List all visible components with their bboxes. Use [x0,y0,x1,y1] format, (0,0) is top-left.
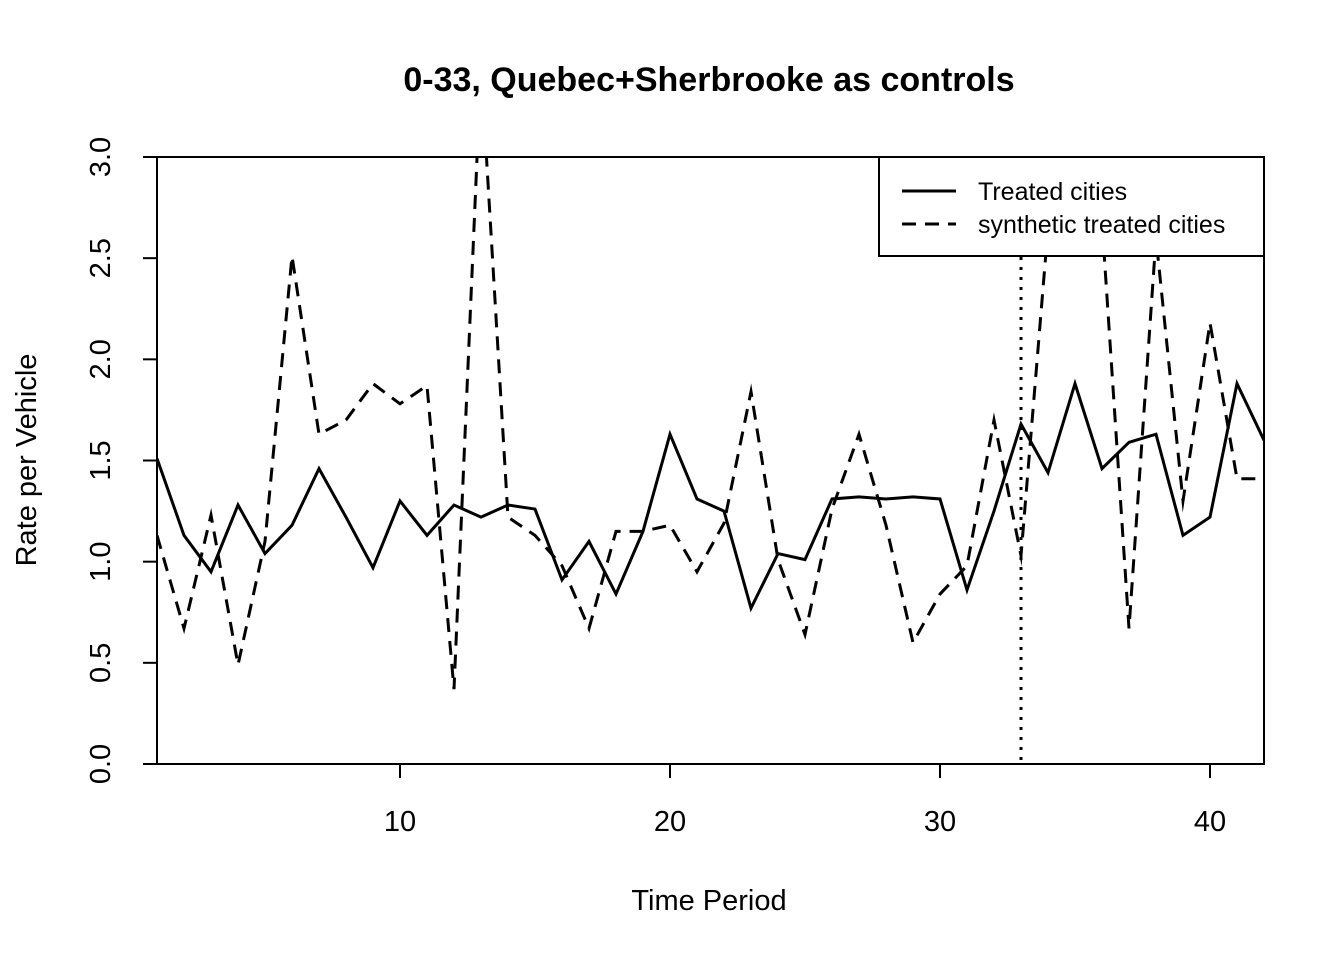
x-axis: 10 20 30 40 [384,764,1226,838]
series-line-treated [157,378,1264,613]
plot-area [157,157,1264,764]
legend-label-treated: Treated cities [978,178,1127,206]
y-tick-label: 1.0 [85,542,117,582]
x-tick-label: 10 [384,806,416,838]
y-axis-label: Rate per Vehicle [11,354,43,567]
y-tick-label: 2.5 [85,238,117,278]
x-tick-label: 30 [924,806,956,838]
legend-label-synthetic: synthetic treated cities [978,211,1225,239]
y-axis: 0.0 0.5 1.0 1.5 2.0 2.5 3.0 [85,137,157,784]
y-tick-label: 0.5 [85,643,117,683]
x-tick-label: 40 [1194,806,1226,838]
y-tick-label: 3.0 [85,137,117,177]
legend: Treated cities synthetic treated cities [878,156,1265,257]
series-line-synthetic [157,157,1264,690]
legend-box [878,156,1265,257]
y-tick-label: 2.0 [85,339,117,379]
x-tick-label: 20 [654,806,686,838]
y-tick-label: 0.0 [85,744,117,784]
x-axis-label: Time Period [631,885,786,917]
chart-title: 0-33, Quebec+Sherbrooke as controls [403,61,1014,99]
y-tick-label: 1.5 [85,440,117,480]
